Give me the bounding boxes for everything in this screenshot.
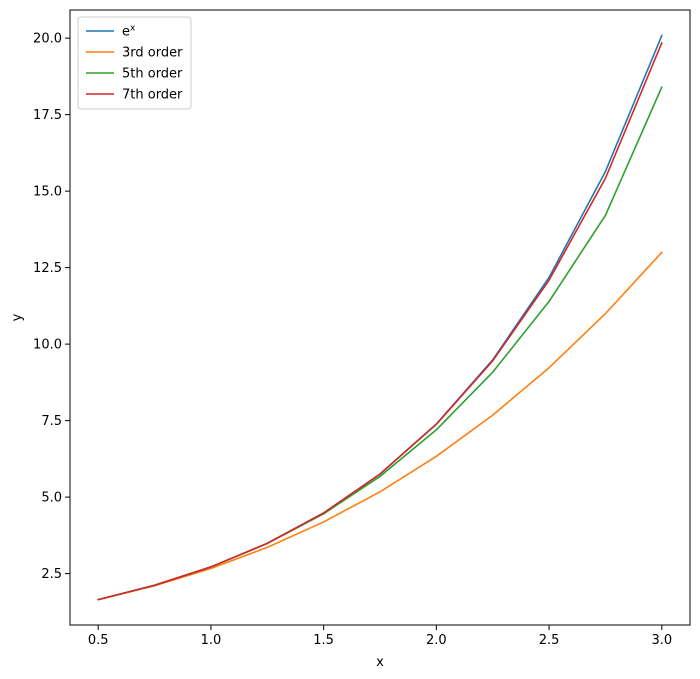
y-axis: 2.5 5.0 7.5 10.0 12.5 15.0 17.5 20.0 (33, 32, 70, 582)
x-tick-label: 3.0 (651, 633, 672, 648)
plot-area (70, 10, 690, 625)
legend-entry-label: 7th order (122, 88, 183, 103)
legend: ex 3rd order 5th order 7th order (77, 16, 192, 110)
legend-entry-superscript: x (130, 24, 136, 34)
legend-entry-label: 5th order (122, 67, 183, 82)
y-tick-label: 5.0 (41, 491, 62, 506)
y-tick-label: 17.5 (33, 108, 62, 123)
series-line-1 (97, 251, 663, 601)
x-axis-label: x (376, 655, 384, 670)
legend-entry-base: e (122, 25, 130, 40)
x-tick-label: 2.5 (539, 633, 560, 648)
y-tick-label: 7.5 (41, 414, 62, 429)
legend-entry-label: 3rd order (122, 46, 183, 61)
x-tick-label: 1.5 (313, 633, 334, 648)
x-tick-label: 0.5 (88, 633, 109, 648)
legend-box (77, 16, 192, 110)
x-tick-label: 1.0 (201, 633, 222, 648)
y-axis-label: y (10, 313, 25, 321)
plot-frame (69, 9, 691, 626)
y-tick-label: 20.0 (33, 32, 62, 47)
x-axis: 0.5 1.0 1.5 2.0 2.5 3.0 (88, 625, 672, 648)
y-tick-label: 15.0 (33, 185, 62, 200)
y-tick-label: 2.5 (41, 567, 62, 582)
legend-entry-label: ex (122, 24, 136, 40)
series-line-3 (97, 42, 663, 601)
x-tick-label: 2.0 (426, 633, 447, 648)
series-layer (97, 34, 663, 601)
y-tick-label: 10.0 (33, 338, 62, 353)
y-tick-label: 12.5 (33, 261, 62, 276)
